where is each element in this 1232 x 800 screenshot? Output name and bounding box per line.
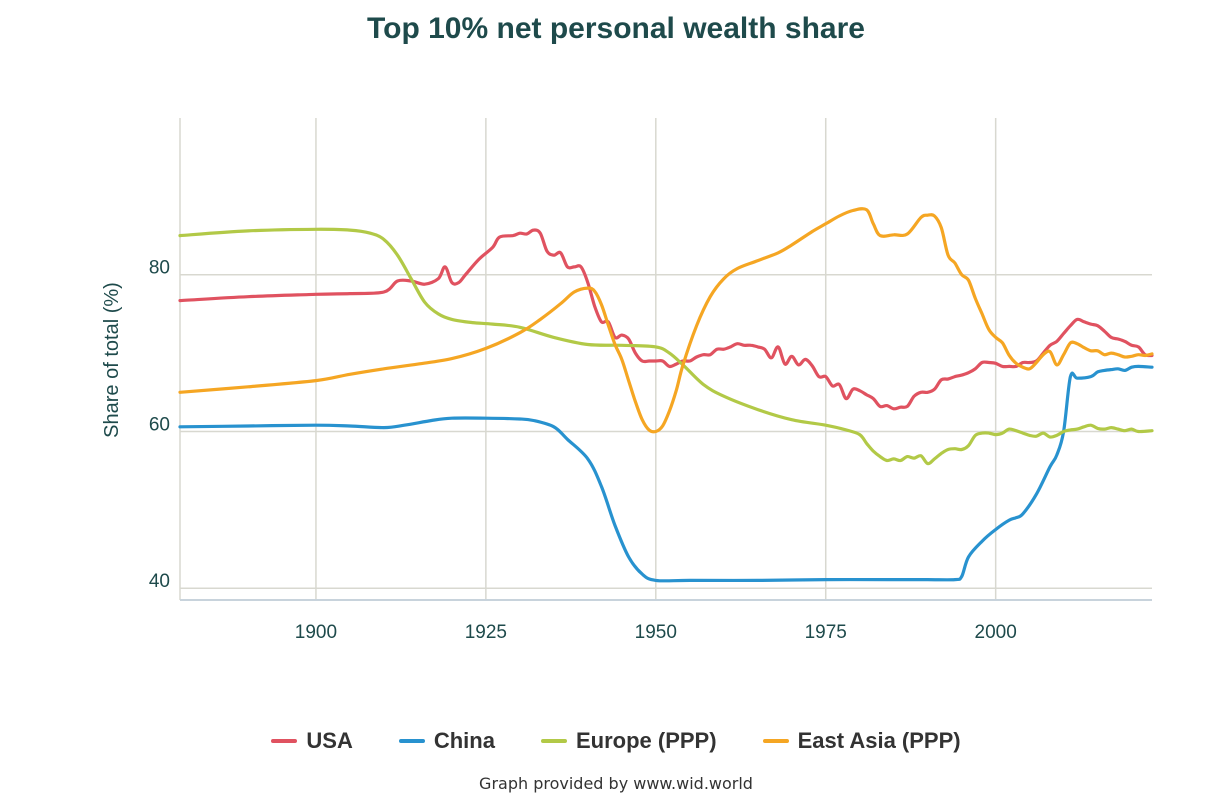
- legend-swatch: [398, 739, 425, 743]
- y-tick-label: 40: [149, 571, 170, 592]
- x-tick-label: 2000: [975, 622, 1017, 643]
- axes: 1900 1925 1950 1975 2000 40 60 80: [149, 118, 1152, 643]
- y-tick-label: 80: [149, 258, 170, 279]
- legend-item-usa[interactable]: USA: [271, 728, 353, 754]
- series-line-europe-ppp[interactable]: [178, 227, 1154, 466]
- series-line-east-asia-ppp[interactable]: [178, 207, 1154, 434]
- x-tick-label: 1950: [635, 622, 677, 643]
- legend-label: USA: [306, 728, 353, 753]
- grid: [180, 118, 1152, 600]
- y-tick-label: 60: [149, 414, 170, 435]
- legend-item-east-asia-ppp[interactable]: East Asia (PPP): [762, 728, 961, 754]
- x-tick-label: 1900: [295, 622, 337, 643]
- series-line-china[interactable]: [178, 364, 1154, 583]
- x-tick-label: 1925: [465, 622, 507, 643]
- y-axis-title: Share of total (%): [101, 282, 123, 438]
- legend-item-china[interactable]: China: [398, 728, 495, 754]
- x-tick-label: 1975: [805, 622, 847, 643]
- legend-swatch: [762, 739, 789, 743]
- legend-label: China: [433, 728, 495, 753]
- legend-swatch: [540, 739, 567, 743]
- legend-swatch: [271, 739, 298, 743]
- series-line-usa[interactable]: [178, 228, 1154, 411]
- legend-item-europe-ppp[interactable]: Europe (PPP): [540, 728, 717, 754]
- legend-label: East Asia (PPP): [797, 728, 961, 753]
- legend-label: Europe (PPP): [575, 728, 717, 753]
- series-lines: [178, 207, 1154, 583]
- credit-text[interactable]: Graph provided by www.wid.world: [479, 774, 753, 793]
- legend: USA China Europe (PPP) East Asia (PPP): [0, 728, 1232, 754]
- chart-title: Top 10% net personal wealth share: [367, 12, 865, 45]
